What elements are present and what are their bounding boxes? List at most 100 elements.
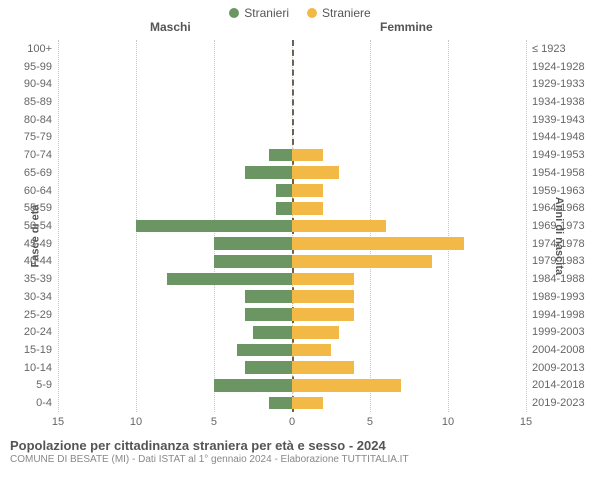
- bar-female: [292, 344, 331, 357]
- legend-label-female: Straniere: [322, 6, 371, 20]
- legend-item-female: Straniere: [307, 6, 371, 20]
- bar-female: [292, 379, 401, 392]
- bar-male: [245, 308, 292, 321]
- bar-female: [292, 237, 464, 250]
- birth-year-label: 1969-1973: [526, 220, 585, 232]
- age-row: 45-491974-1978: [58, 235, 526, 253]
- bar-female: [292, 202, 323, 215]
- age-row: 25-291994-1998: [58, 306, 526, 324]
- bar-male: [276, 202, 292, 215]
- age-label: 85-89: [24, 96, 58, 108]
- bar-female: [292, 273, 354, 286]
- header-female: Femmine: [380, 20, 433, 34]
- bar-female: [292, 326, 339, 339]
- bar-male: [269, 149, 292, 162]
- age-label: 100+: [27, 43, 58, 55]
- bar-female: [292, 149, 323, 162]
- age-label: 20-24: [24, 326, 58, 338]
- x-tick-label: 0: [289, 416, 295, 428]
- birth-year-label: 1979-1983: [526, 255, 585, 267]
- bar-male: [245, 166, 292, 179]
- x-tick-label: 10: [130, 416, 142, 428]
- bar-female: [292, 255, 432, 268]
- age-row: 85-891934-1938: [58, 93, 526, 111]
- bar-male: [136, 220, 292, 233]
- birth-year-label: 1989-1993: [526, 291, 585, 303]
- bar-female: [292, 184, 323, 197]
- age-row: 0-42019-2023: [58, 394, 526, 412]
- x-tick-label: 10: [442, 416, 454, 428]
- age-row: 40-441979-1983: [58, 253, 526, 271]
- age-label: 30-34: [24, 291, 58, 303]
- age-label: 0-4: [36, 397, 58, 409]
- bar-female: [292, 290, 354, 303]
- x-tick-label: 15: [520, 416, 532, 428]
- legend-item-male: Stranieri: [229, 6, 289, 20]
- age-label: 10-14: [24, 362, 58, 374]
- age-label: 60-64: [24, 185, 58, 197]
- age-label: 65-69: [24, 167, 58, 179]
- age-label: 75-79: [24, 131, 58, 143]
- age-row: 80-841939-1943: [58, 111, 526, 129]
- chart-title: Popolazione per cittadinanza straniera p…: [10, 438, 590, 453]
- birth-year-label: 1959-1963: [526, 185, 585, 197]
- bar-female: [292, 397, 323, 410]
- age-label: 45-49: [24, 238, 58, 250]
- birth-year-label: 1929-1933: [526, 78, 585, 90]
- age-row: 100+≤ 1923: [58, 40, 526, 58]
- birth-year-label: 1964-1968: [526, 202, 585, 214]
- birth-year-label: 1949-1953: [526, 149, 585, 161]
- swatch-male-icon: [229, 8, 239, 18]
- birth-year-label: 1954-1958: [526, 167, 585, 179]
- bar-male: [167, 273, 292, 286]
- age-label: 90-94: [24, 78, 58, 90]
- age-row: 65-691954-1958: [58, 164, 526, 182]
- x-tick-label: 5: [211, 416, 217, 428]
- bar-male: [253, 326, 292, 339]
- birth-year-label: 1974-1978: [526, 238, 585, 250]
- bar-male: [276, 184, 292, 197]
- birth-year-label: 1934-1938: [526, 96, 585, 108]
- bar-female: [292, 220, 386, 233]
- column-headers: Maschi Femmine: [0, 20, 600, 36]
- age-label: 50-54: [24, 220, 58, 232]
- bar-male: [269, 397, 292, 410]
- x-tick-label: 15: [52, 416, 64, 428]
- age-label: 5-9: [36, 379, 58, 391]
- age-row: 70-741949-1953: [58, 146, 526, 164]
- bar-male: [245, 290, 292, 303]
- age-label: 55-59: [24, 202, 58, 214]
- bar-male: [214, 237, 292, 250]
- bar-male: [214, 255, 292, 268]
- x-tick-label: 5: [367, 416, 373, 428]
- age-label: 70-74: [24, 149, 58, 161]
- age-label: 15-19: [24, 344, 58, 356]
- bar-male: [237, 344, 292, 357]
- age-row: 55-591964-1968: [58, 199, 526, 217]
- age-row: 15-192004-2008: [58, 341, 526, 359]
- age-row: 75-791944-1948: [58, 129, 526, 147]
- birth-year-label: 1944-1948: [526, 131, 585, 143]
- age-label: 40-44: [24, 255, 58, 267]
- bar-male: [214, 379, 292, 392]
- header-male: Maschi: [150, 20, 191, 34]
- bar-female: [292, 166, 339, 179]
- age-label: 25-29: [24, 309, 58, 321]
- birth-year-label: 1924-1928: [526, 61, 585, 73]
- age-label: 80-84: [24, 114, 58, 126]
- x-axis: 15105051015: [58, 416, 526, 432]
- age-row: 20-241999-2003: [58, 323, 526, 341]
- chart-subtitle: COMUNE DI BESATE (MI) - Dati ISTAT al 1°…: [10, 454, 590, 465]
- birth-year-label: ≤ 1923: [526, 43, 566, 55]
- bar-male: [245, 361, 292, 374]
- legend-label-male: Stranieri: [244, 6, 289, 20]
- birth-year-label: 1984-1988: [526, 273, 585, 285]
- birth-year-label: 1939-1943: [526, 114, 585, 126]
- age-row: 35-391984-1988: [58, 270, 526, 288]
- age-row: 30-341989-1993: [58, 288, 526, 306]
- age-label: 95-99: [24, 61, 58, 73]
- plot-area: 100+≤ 192395-991924-192890-941929-193385…: [58, 40, 526, 412]
- swatch-female-icon: [307, 8, 317, 18]
- birth-year-label: 1994-1998: [526, 309, 585, 321]
- age-label: 35-39: [24, 273, 58, 285]
